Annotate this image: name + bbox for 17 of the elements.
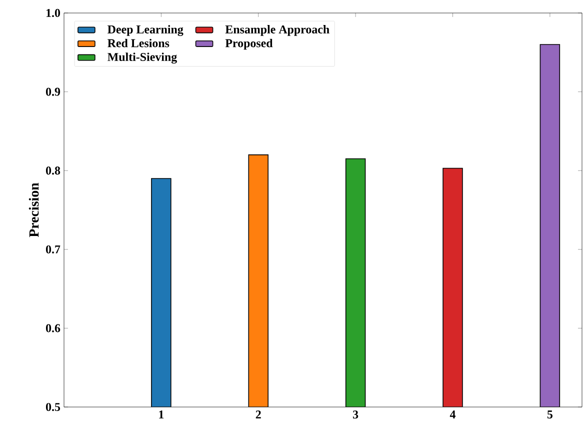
y-tick-label: 1.0 bbox=[46, 8, 60, 18]
legend-label: Red Lesions bbox=[108, 38, 170, 48]
y-tick-label: 0.7 bbox=[46, 245, 60, 254]
x-tick-label: 5 bbox=[547, 410, 552, 418]
x-tick-label: 4 bbox=[450, 410, 456, 418]
x-tick-label: 3 bbox=[353, 410, 358, 419]
x-tick-label: 1 bbox=[159, 410, 164, 418]
legend-label: Multi-Sieving bbox=[108, 52, 177, 64]
y-axis-title: Precision bbox=[28, 182, 39, 238]
y-tick-label: 0.8 bbox=[46, 166, 60, 175]
legend-label: Proposed bbox=[225, 38, 273, 50]
y-tick-label: 0.9 bbox=[46, 88, 60, 96]
y-tick-label: 0.6 bbox=[46, 324, 60, 332]
legend-label: Ensample Approach bbox=[225, 25, 330, 36]
x-tick-label: 2 bbox=[256, 410, 261, 418]
y-tick-label: 0.5 bbox=[46, 402, 60, 412]
legend-label: Deep Learning bbox=[108, 25, 184, 36]
